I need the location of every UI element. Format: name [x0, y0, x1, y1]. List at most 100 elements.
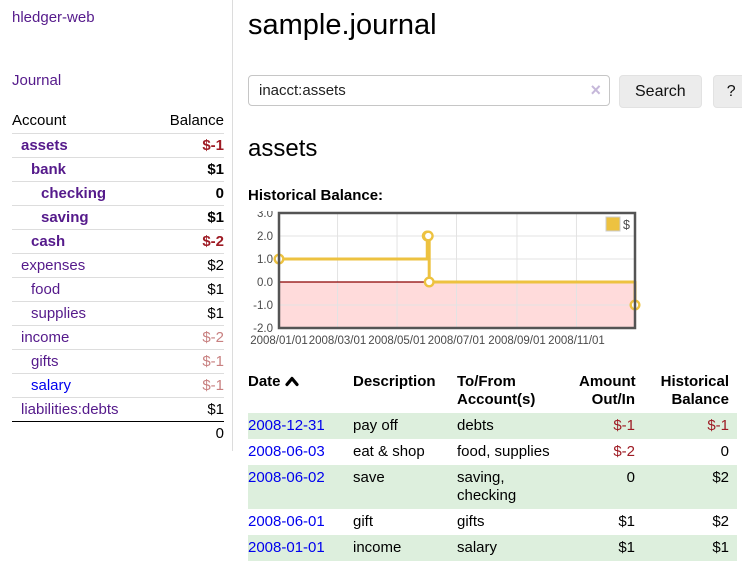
transaction-date-link[interactable]: 2008-12-31: [248, 417, 325, 434]
transaction-accounts: debts: [457, 417, 494, 434]
transaction-amount: $1: [618, 513, 635, 530]
plot-border: [277, 211, 637, 330]
transaction-balance: $1: [712, 539, 729, 556]
transaction-date-link[interactable]: 2008-06-03: [248, 443, 325, 460]
transaction-balance: $2: [712, 513, 729, 530]
account-link[interactable]: assets: [21, 137, 68, 154]
account-link[interactable]: saving: [41, 209, 89, 226]
accounts-total-row: 0: [12, 421, 224, 445]
account-link[interactable]: gifts: [31, 353, 59, 370]
account-link[interactable]: bank: [31, 161, 67, 178]
transaction-date-link[interactable]: 2008-06-01: [248, 513, 325, 530]
account-balance: $2: [152, 253, 224, 278]
x-tick-label: 2008/09/01: [488, 335, 546, 347]
account-link[interactable]: income: [21, 329, 70, 346]
transaction-balance: $2: [712, 469, 729, 486]
sidebar: hledger-web Journal Account Balance asse…: [0, 0, 233, 451]
account-balance: $-1: [152, 373, 224, 398]
help-button[interactable]: ?: [712, 75, 742, 108]
transaction-amount: $1: [618, 539, 635, 556]
account-row: cash $-2: [12, 229, 224, 254]
transaction-accounts: saving, checking: [457, 469, 517, 504]
transaction-balance: $-1: [707, 417, 729, 434]
accounts-header-balance: Balance: [169, 112, 224, 129]
data-point-marker: [423, 276, 435, 288]
x-tick-label: 2008/05/01: [368, 335, 426, 347]
account-balance: $1: [152, 277, 224, 302]
y-tick-label: 2.0: [257, 231, 273, 243]
y-tick-label: -1.0: [253, 300, 273, 312]
y-tick-label: -2.0: [253, 323, 273, 335]
account-row: bank $1: [12, 157, 224, 182]
search-button[interactable]: Search: [619, 75, 702, 108]
transaction-description: save: [353, 469, 385, 486]
transaction-description: income: [353, 539, 402, 556]
account-balance: $1: [152, 205, 224, 230]
transaction-amount: $-1: [613, 417, 635, 434]
account-balance: $-1: [152, 133, 224, 158]
transaction-amount: 0: [626, 469, 635, 486]
x-tick-label: 2008/07/01: [428, 335, 486, 347]
register-row: 2008-01-01 income salary $1 $1: [248, 535, 737, 561]
page-title: sample.journal: [248, 9, 437, 41]
data-point-marker: [422, 230, 434, 242]
register-table: Date Description To/From Account(s) Amou…: [248, 371, 737, 561]
legend-label: $: [623, 218, 630, 232]
account-link[interactable]: expenses: [21, 257, 86, 274]
account-row: food $1: [12, 277, 224, 302]
account-row: gifts $-1: [12, 349, 224, 374]
account-balance: 0: [152, 181, 224, 206]
account-balance: $-2: [152, 325, 224, 350]
register-header-accounts: To/From Account(s): [457, 373, 536, 408]
x-tick-label: 2008/03/01: [309, 335, 367, 347]
transaction-accounts: gifts: [457, 513, 485, 530]
transaction-description: gift: [353, 513, 374, 530]
clear-search-icon[interactable]: ×: [590, 80, 601, 100]
register-table-body: 2008-12-31 pay off debts $-1 $-1 2008-06-03 ea…: [248, 413, 737, 561]
search-input-wrap: ×: [248, 75, 610, 108]
account-link[interactable]: cash: [31, 233, 66, 250]
register-row: 2008-06-02 save saving, checking 0 $2: [248, 465, 737, 509]
accounts-total-balance: 0: [152, 421, 224, 445]
register-header-date[interactable]: Date: [248, 371, 345, 413]
transaction-accounts: salary: [457, 539, 498, 556]
account-row: expenses $2: [12, 253, 224, 278]
account-link[interactable]: liabilities:debts: [21, 401, 119, 418]
account-row: saving $1: [12, 205, 224, 230]
transaction-description: eat & shop: [353, 443, 425, 460]
main-panel: sample.journal × Search ? assets Histori…: [233, 0, 742, 561]
transaction-date-link[interactable]: 2008-06-02: [248, 469, 325, 486]
search-input[interactable]: [248, 75, 610, 106]
account-link[interactable]: food: [31, 281, 61, 298]
account-balance: $1: [152, 157, 224, 182]
transaction-accounts: food, supplies: [457, 443, 550, 460]
legend-swatch: [605, 216, 621, 232]
register-row: 2008-12-31 pay off debts $-1 $-1: [248, 413, 737, 439]
account-row: checking 0: [12, 181, 224, 206]
y-tick-label: 0.0: [257, 277, 273, 289]
x-tick-label: 2008/01/01: [250, 335, 308, 347]
register-header-amount: Amount Out/In: [579, 373, 636, 408]
transaction-amount: $-2: [613, 443, 635, 460]
account-row: liabilities:debts $1: [12, 397, 224, 422]
x-tick-label: 2008/11/01: [548, 335, 605, 347]
app-brand-link[interactable]: hledger-web: [12, 9, 95, 26]
account-balance: $-1: [152, 349, 224, 374]
sidebar-item-journal[interactable]: Journal: [12, 72, 62, 89]
transaction-description: pay off: [353, 417, 398, 434]
register-header-row: Date Description To/From Account(s) Amou…: [248, 371, 737, 413]
account-heading: assets: [248, 135, 318, 162]
accounts-header-row: Account Balance: [12, 109, 224, 134]
date-header-label: Date: [248, 373, 281, 390]
accounts-header-account: Account: [12, 112, 67, 129]
account-link[interactable]: salary: [31, 377, 72, 394]
account-row: supplies $1: [12, 301, 224, 326]
transaction-date-link[interactable]: 2008-01-01: [248, 539, 325, 556]
search-form: × Search ?: [248, 75, 742, 108]
account-link[interactable]: supplies: [31, 305, 87, 322]
account-link[interactable]: checking: [41, 185, 107, 202]
accounts-table: Account Balance assets $-1 bank $1 checking 0…: [12, 109, 224, 445]
transaction-balance: 0: [720, 443, 729, 460]
account-row: salary $-1: [12, 373, 224, 398]
